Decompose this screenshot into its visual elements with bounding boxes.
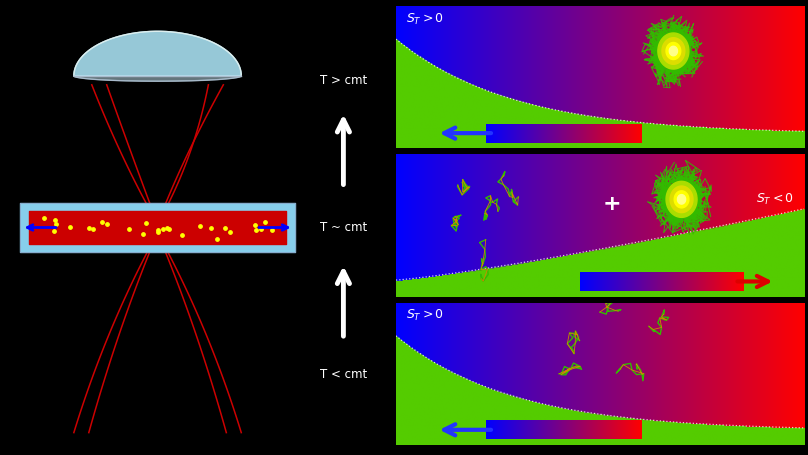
Point: [255, 226, 267, 233]
Point: [157, 226, 170, 233]
Text: +: +: [603, 194, 621, 214]
Point: [123, 225, 136, 232]
Point: [259, 218, 271, 226]
Point: [151, 227, 164, 234]
Polygon shape: [666, 42, 680, 60]
Point: [137, 230, 149, 238]
Point: [82, 225, 95, 232]
Point: [204, 224, 217, 231]
Point: [100, 220, 113, 228]
Text: $S_T<0$: $S_T<0$: [755, 192, 793, 207]
Point: [50, 220, 63, 228]
Polygon shape: [670, 186, 693, 212]
Point: [63, 223, 76, 231]
Text: T ~ cmt: T ~ cmt: [320, 221, 367, 234]
Text: $S_T>0$: $S_T>0$: [406, 308, 444, 324]
Point: [224, 229, 237, 236]
Polygon shape: [677, 195, 686, 204]
Point: [249, 221, 262, 228]
Point: [218, 225, 231, 232]
Point: [211, 235, 224, 242]
Polygon shape: [662, 38, 685, 64]
Point: [162, 226, 175, 233]
Point: [249, 227, 262, 234]
Polygon shape: [669, 46, 677, 56]
Text: T < cmt: T < cmt: [320, 368, 367, 381]
Polygon shape: [74, 76, 242, 81]
Point: [151, 228, 164, 235]
Point: [160, 224, 173, 232]
Point: [95, 218, 108, 225]
Point: [140, 219, 153, 226]
Point: [48, 227, 61, 234]
Polygon shape: [74, 31, 242, 76]
Point: [265, 227, 278, 234]
Point: [86, 226, 99, 233]
Polygon shape: [674, 191, 689, 208]
Point: [37, 215, 50, 222]
Text: T > cmt: T > cmt: [320, 74, 367, 87]
Bar: [20, 203, 295, 252]
Polygon shape: [658, 33, 689, 69]
Text: $S_T>0$: $S_T>0$: [406, 12, 444, 27]
Point: [194, 222, 207, 229]
Point: [175, 231, 188, 238]
Point: [48, 216, 61, 223]
Polygon shape: [666, 181, 697, 217]
